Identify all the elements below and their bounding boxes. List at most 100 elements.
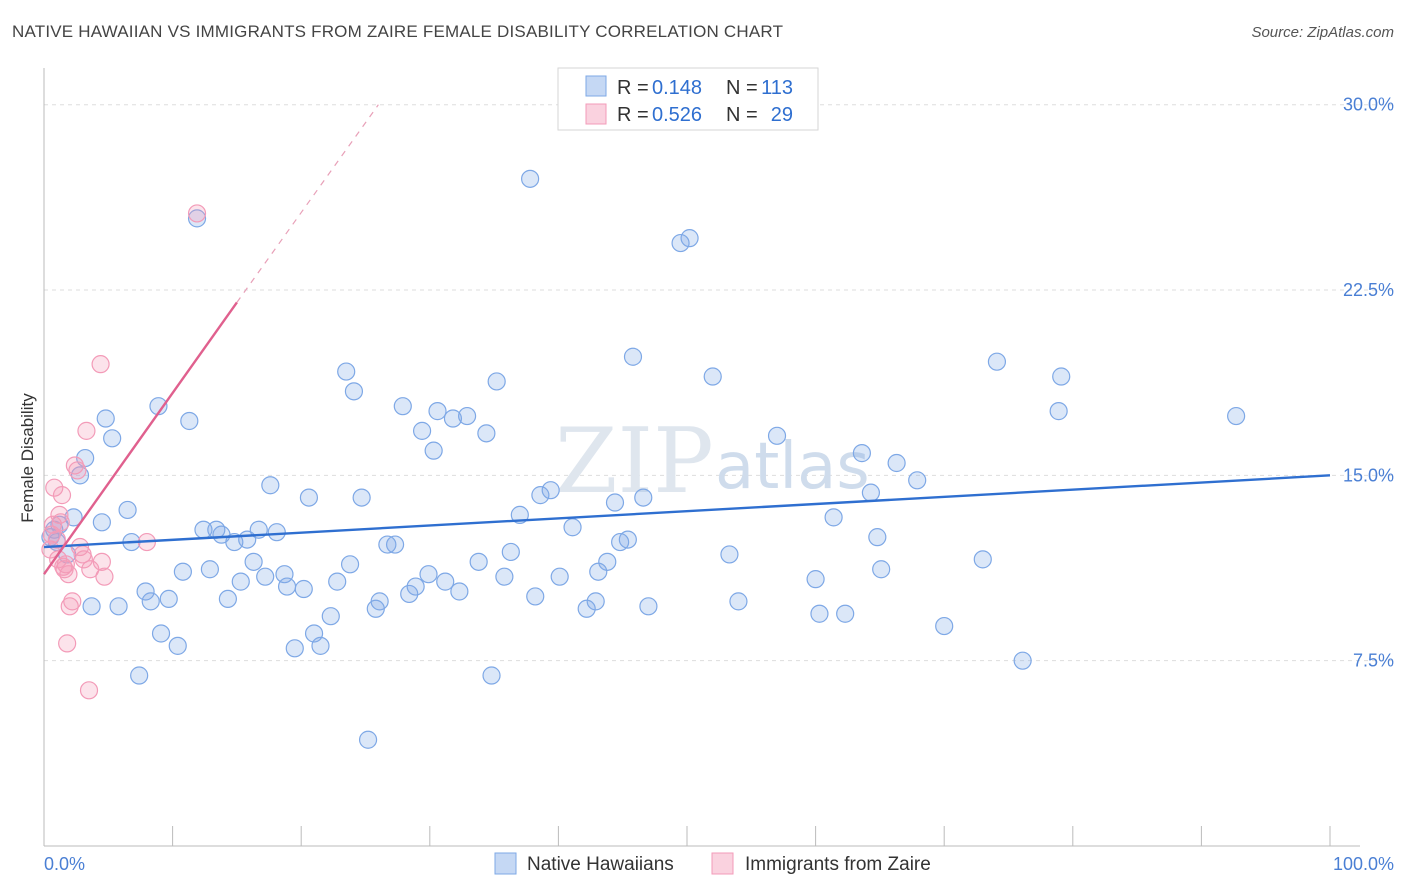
point-native-hawaiian <box>868 528 887 547</box>
x-tick-label-min: 0.0% <box>44 854 85 874</box>
legend-n-label-2: N = <box>726 104 758 126</box>
point-zaire <box>74 550 93 569</box>
point-native-hawaiian <box>321 607 340 626</box>
point-native-hawaiian <box>385 535 405 554</box>
point-native-hawaiian <box>495 567 514 586</box>
point-native-hawaiian <box>541 481 560 500</box>
point-native-hawaiian <box>623 347 643 366</box>
point-native-hawaiian <box>1013 651 1032 670</box>
point-native-hawaiian <box>173 562 192 581</box>
point-zaire <box>47 530 66 549</box>
point-native-hawaiian <box>159 589 178 609</box>
bottom-legend: Native Hawaiians Immigrants from Zaire <box>494 852 931 875</box>
point-native-hawaiian <box>887 453 906 473</box>
bottom-legend-label-1: Native Hawaiians <box>527 854 674 875</box>
point-native-hawaiian <box>436 572 455 591</box>
point-native-hawaiian <box>908 471 927 490</box>
point-native-hawaiian <box>406 577 425 596</box>
point-zaire <box>92 552 111 571</box>
point-native-hawaiian <box>92 513 111 532</box>
point-native-hawaiian <box>852 444 871 463</box>
point-native-hawaiian <box>180 411 199 431</box>
point-native-hawaiian <box>141 592 160 611</box>
point-native-hawaiian <box>487 372 506 391</box>
source-label: Source: ZipAtlas.com <box>1251 24 1394 41</box>
point-native-hawaiian <box>1049 402 1068 421</box>
watermark: ZIP atlas <box>555 409 870 514</box>
point-native-hawaiian <box>400 584 419 604</box>
point-native-hawaiian <box>231 572 250 591</box>
legend-n-value-1: 113 <box>761 77 793 99</box>
x-tick-label-max: 100.0% <box>1333 854 1394 874</box>
trendline-zaire-extension <box>236 104 379 303</box>
point-native-hawaiian <box>634 488 653 507</box>
bottom-legend-swatch-blue <box>494 852 517 875</box>
point-zaire <box>51 513 70 532</box>
chart-title: NATIVE HAWAIIAN VS IMMIGRANTS FROM ZAIRE… <box>12 22 784 41</box>
point-zaire <box>59 565 78 584</box>
legend-n-label-1: N = <box>726 77 758 99</box>
point-native-hawaiian <box>261 476 280 495</box>
point-zaire <box>79 681 99 700</box>
point-native-hawaiian <box>424 441 443 460</box>
watermark-atlas: atlas <box>715 430 870 504</box>
point-native-hawaiian <box>872 560 891 579</box>
point-native-hawaiian <box>1052 367 1071 386</box>
point-native-hawaiian <box>639 597 658 616</box>
point-native-hawaiian <box>82 597 101 616</box>
series-immigrants-from-zaire <box>41 204 207 700</box>
point-native-hawaiian <box>987 352 1007 371</box>
legend-n-value-2: 29 <box>771 104 793 126</box>
point-zaire <box>91 355 110 374</box>
point-native-hawaiian <box>767 426 787 445</box>
point-native-hawaiian <box>267 523 286 542</box>
point-native-hawaiian <box>457 406 477 426</box>
y-axis-label: Female Disability <box>18 393 37 523</box>
legend-frame <box>557 67 819 131</box>
point-native-hawaiian <box>340 555 360 574</box>
legend-r-value-1: 0.148 <box>652 77 702 99</box>
point-native-hawaiian <box>450 582 469 601</box>
trendline-zaire <box>43 301 238 575</box>
axes <box>43 68 1360 847</box>
point-native-hawaiian <box>168 636 187 655</box>
point-native-hawaiian <box>836 604 855 623</box>
point-native-hawaiian <box>419 565 438 584</box>
point-native-hawaiian <box>703 367 722 386</box>
point-native-hawaiian <box>806 570 825 589</box>
point-native-hawaiian <box>598 552 617 571</box>
point-native-hawaiian <box>428 402 447 421</box>
bottom-legend-swatch-pink <box>711 852 734 875</box>
point-zaire <box>60 597 79 616</box>
legend-swatch-pink <box>585 103 607 125</box>
point-native-hawaiian <box>200 560 219 579</box>
point-native-hawaiian <box>618 530 637 549</box>
trendline-native-hawaiians <box>43 474 1331 549</box>
point-native-hawaiian <box>151 624 171 643</box>
point-native-hawaiian <box>244 552 263 571</box>
point-native-hawaiian <box>526 587 545 606</box>
point-native-hawaiian <box>358 730 378 749</box>
x-ticks <box>43 826 1331 846</box>
point-native-hawaiian <box>311 636 330 655</box>
point-native-hawaiian <box>294 579 313 599</box>
point-native-hawaiian <box>824 508 843 527</box>
point-native-hawaiian <box>187 209 207 228</box>
point-zaire <box>42 525 61 544</box>
point-native-hawaiian <box>671 233 690 253</box>
point-native-hawaiian <box>973 550 992 569</box>
point-native-hawaiian <box>605 493 625 512</box>
y-tick-label: 30.0% <box>1343 95 1394 115</box>
point-native-hawaiian <box>285 639 304 658</box>
y-tick-labels: 7.5% 15.0% 22.5% 30.0% <box>1343 95 1394 671</box>
point-native-hawaiian <box>521 169 540 188</box>
point-native-hawaiian <box>720 545 739 564</box>
point-native-hawaiian <box>443 409 463 428</box>
point-native-hawaiian <box>218 589 237 609</box>
point-native-hawaiian <box>277 577 297 596</box>
point-zaire <box>187 204 207 223</box>
point-native-hawaiian <box>477 424 496 443</box>
point-zaire <box>65 456 84 475</box>
point-native-hawaiian <box>810 604 829 623</box>
